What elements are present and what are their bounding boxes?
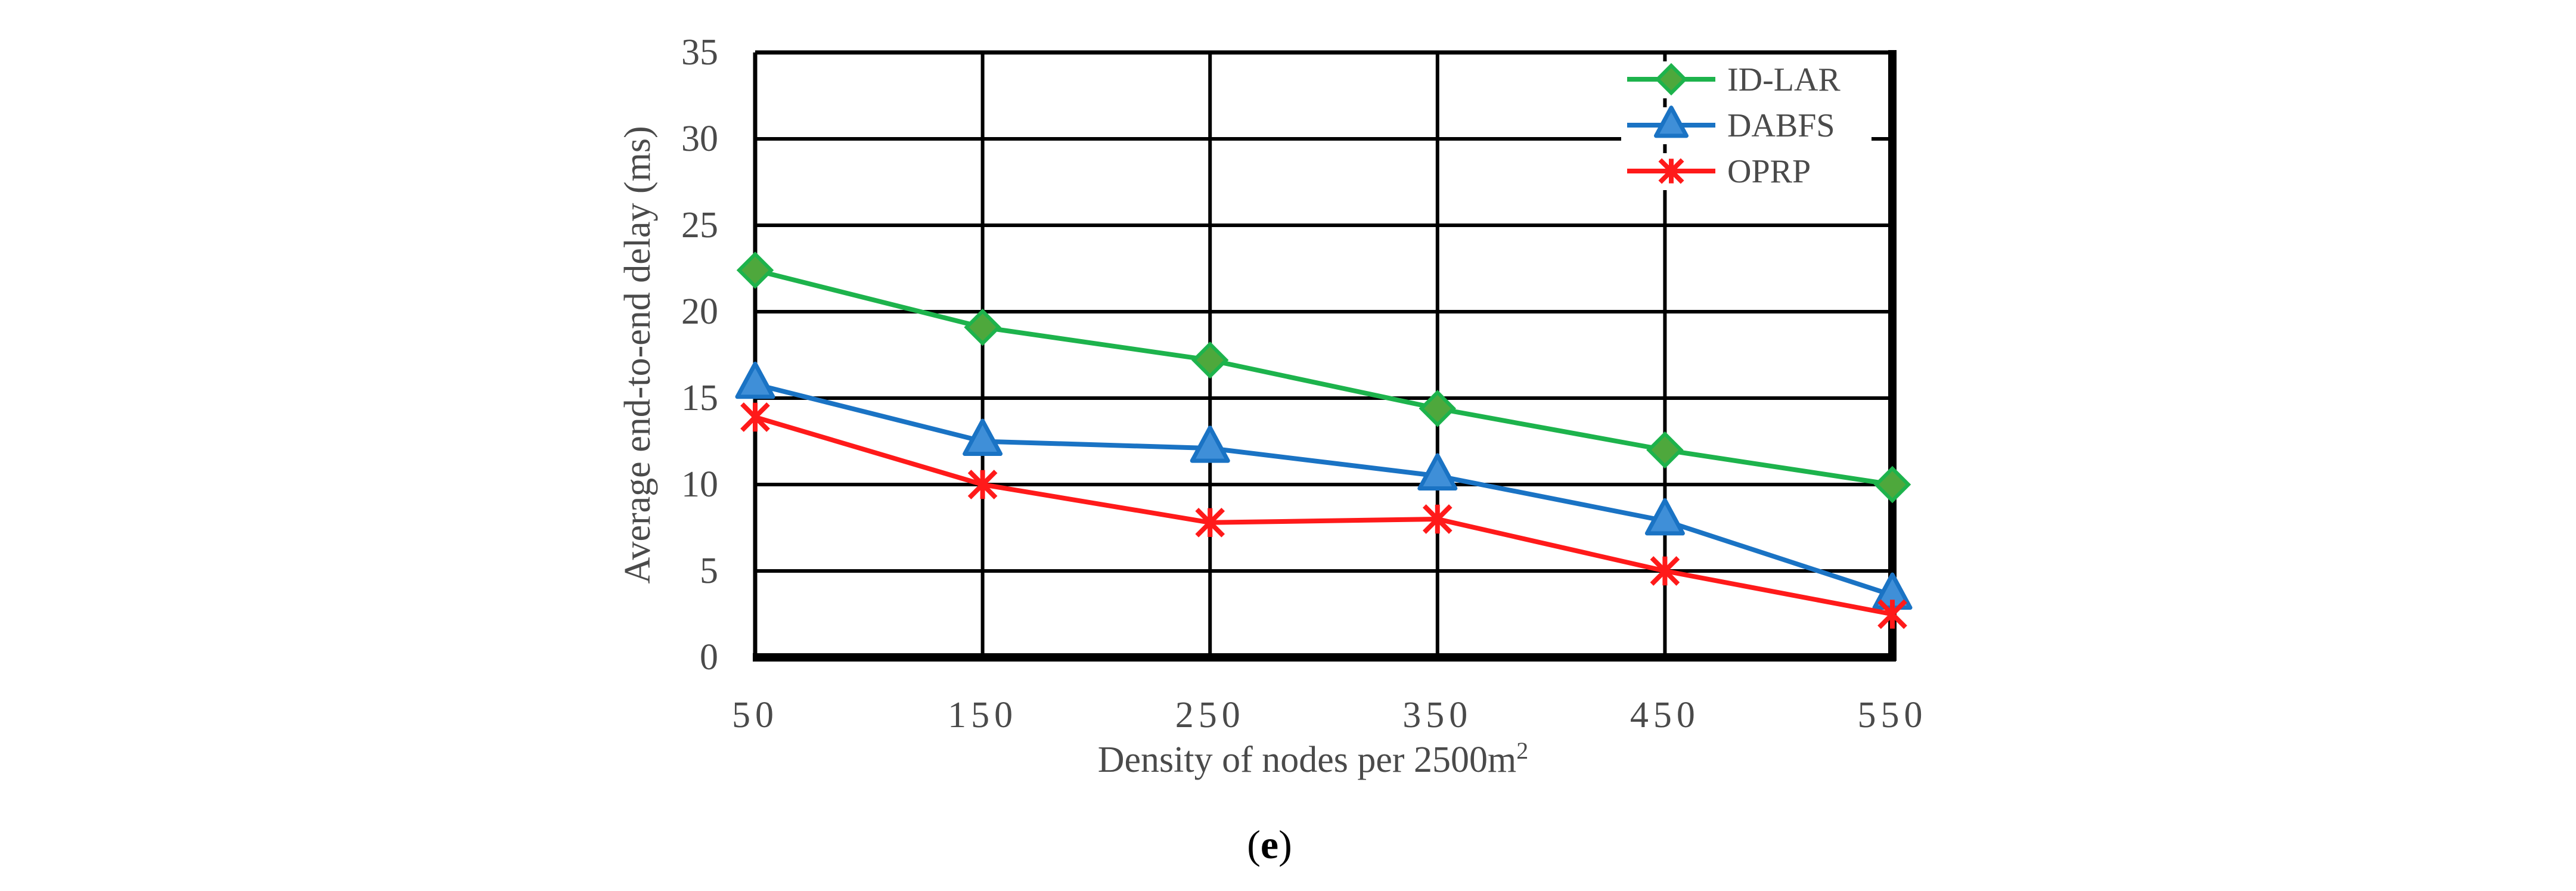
x-tick-label-250: 250 — [1175, 695, 1245, 735]
data-point-dabfs-350 — [1417, 453, 1458, 490]
y-tick-label-25: 25 — [681, 205, 718, 246]
series-line-dabfs — [755, 381, 1894, 598]
figure-caption: (e) — [1247, 822, 1292, 867]
x-tick-label-350: 350 — [1402, 695, 1472, 735]
y-tick-label-35: 35 — [681, 32, 718, 73]
x-tick-label-150: 150 — [948, 695, 1017, 735]
legend-label-oprp: OPRP — [1727, 153, 1811, 190]
data-point-id-lar-450 — [1646, 431, 1684, 469]
data-point-oprp-250 — [1195, 507, 1225, 538]
y-tick-label-30: 30 — [681, 119, 718, 159]
legend-marker-oprp — [1658, 158, 1684, 184]
data-point-oprp-50 — [740, 402, 770, 432]
data-point-dabfs-250 — [1190, 426, 1230, 463]
caption-close-paren: ) — [1278, 822, 1292, 867]
x-tick-label-550: 550 — [1858, 695, 1928, 735]
legend-marker-id-lar — [1655, 63, 1688, 96]
data-point-oprp-550 — [1877, 599, 1907, 629]
legend-label-dabfs: DABFS — [1727, 107, 1835, 144]
tick-labels: 0 5 10 15 20 25 30 35 50 150 250 350 450 550 — [681, 32, 1928, 735]
y-axis-title: Average end-to-end delay (ms) — [617, 126, 658, 583]
x-axis-title-main: Density of nodes per 2500m — [1098, 740, 1517, 780]
y-tick-label-5: 5 — [700, 551, 718, 591]
x-axis-title: Density of nodes per 2500m2 — [1098, 737, 1529, 781]
data-point-dabfs-150 — [963, 418, 1003, 456]
legend-label-id-lar: ID-LAR — [1727, 61, 1841, 98]
x-axis-title-superscript: 2 — [1516, 737, 1528, 764]
legend-marker-dabfs — [1654, 105, 1689, 138]
data-point-oprp-450 — [1650, 556, 1680, 586]
grid — [753, 50, 1897, 662]
data-point-id-lar-550 — [1873, 465, 1911, 504]
legend: ID-LAR DABFS OPRP — [1621, 61, 1872, 190]
caption-letter: e — [1261, 822, 1278, 867]
data-point-dabfs-450 — [1644, 498, 1685, 536]
data-point-oprp-150 — [967, 470, 998, 499]
data-point-id-lar-50 — [736, 252, 774, 289]
data-point-oprp-350 — [1422, 504, 1453, 534]
data-point-id-lar-350 — [1419, 390, 1457, 427]
data-point-id-lar-250 — [1191, 341, 1229, 379]
x-tick-label-450: 450 — [1630, 695, 1700, 735]
y-tick-label-20: 20 — [681, 291, 718, 332]
y-tick-label-15: 15 — [681, 378, 718, 418]
data-point-id-lar-150 — [964, 308, 1001, 346]
y-tick-label-10: 10 — [681, 464, 718, 505]
data-point-dabfs-50 — [735, 361, 775, 399]
caption-open-paren: ( — [1247, 822, 1261, 867]
series-line-oprp — [754, 415, 1893, 617]
series-line-id-lar — [755, 268, 1893, 487]
x-tick-label-50: 50 — [732, 695, 778, 735]
series-layer — [735, 252, 1913, 629]
y-tick-label-0: 0 — [700, 637, 718, 678]
